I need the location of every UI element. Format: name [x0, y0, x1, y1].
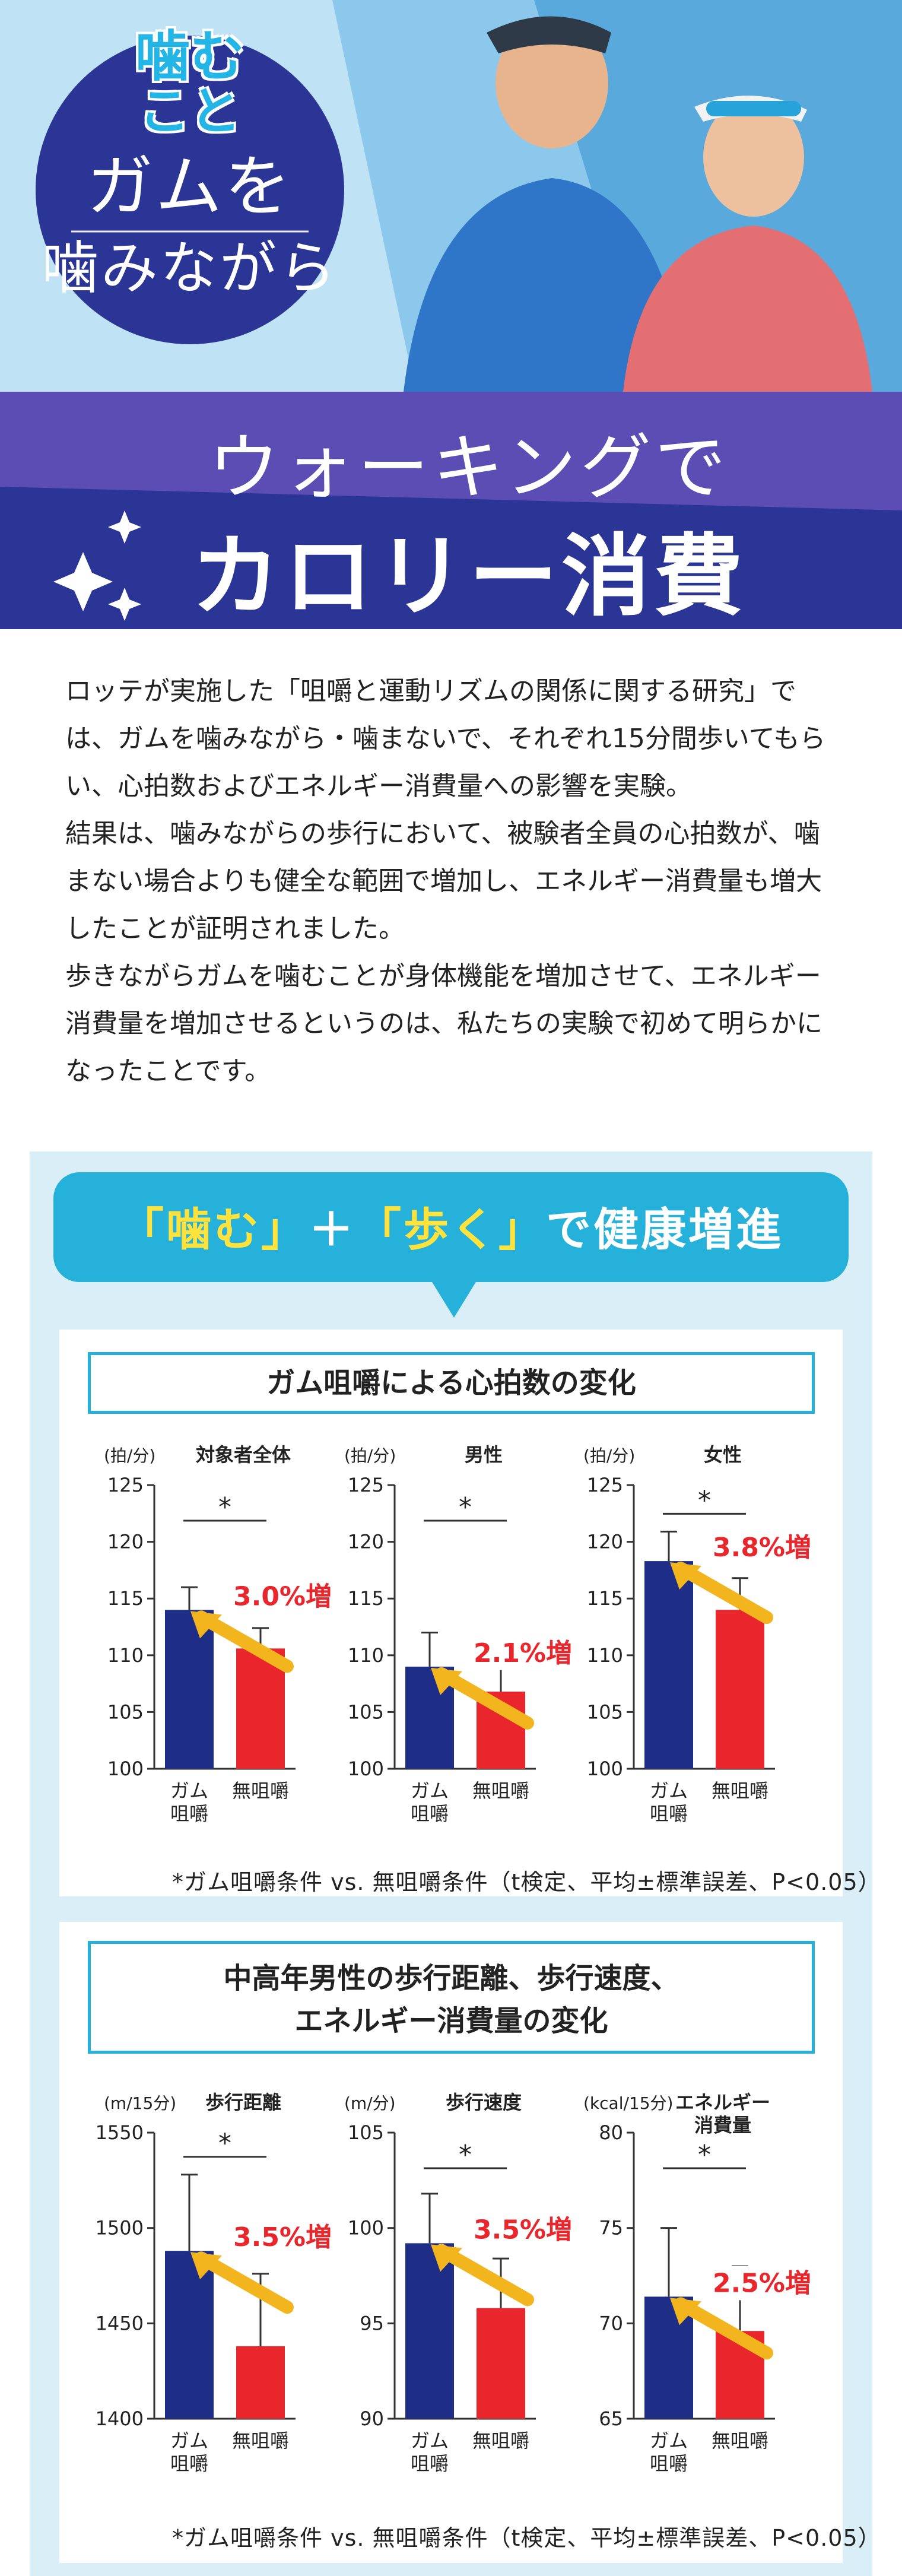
walking-title-line1: 中高年男性の歩行距離、歩行速度、 [223, 1962, 679, 1995]
walking-people-photo [404, 16, 872, 392]
intro-paragraph: 結果は、噛みながらの歩行において、被験者全員の心拍数が、噛まない場合よりも健全な… [65, 819, 822, 944]
banner-part4: 健康増進 [593, 1203, 783, 1256]
circle-line1: ガムを [87, 148, 293, 226]
circle-line2: 噛みながら [42, 235, 338, 302]
circle-headline: ガムを 噛みながら [36, 148, 344, 304]
walking-title: 中高年男性の歩行距離、歩行速度、 エネルギー消費量の変化 [88, 1941, 815, 2054]
heart-rate-card [59, 1330, 843, 1896]
kamukoto-logo: 噛む こと [119, 30, 261, 139]
banner-part3: で [546, 1203, 593, 1256]
hero-section: 噛む こと ガムを 噛みながら ウォーキングで カロリー消費 [0, 0, 902, 629]
hero-title-line2: カロリー消費 [190, 525, 747, 629]
logo-line2: こと [139, 82, 241, 141]
banner-pointer [430, 1279, 478, 1318]
intro-paragraph: 歩きながらガムを噛むことが身体機能を増加させて、エネルギー消費量を増加させるとい… [65, 961, 822, 1086]
banner-plus: ＋ [309, 1203, 356, 1256]
heart-rate-footnote: *ガム咀嚼条件 vs. 無咀嚼条件（t検定、平均±標準誤差、P<0.05） [172, 1869, 881, 1895]
banner-part1: 「噛む」 [119, 1203, 309, 1256]
sparkle-icon [53, 510, 141, 621]
hero-title-line1: ウォーキングで [208, 427, 730, 509]
intro-paragraph: ロッテが実施した「咀嚼と運動リズムの関係に関する研究」では、ガムを噛みながら・噛… [65, 676, 826, 801]
walking-footnote: *ガム咀嚼条件 vs. 無咀嚼条件（t検定、平均±標準誤差、P<0.05） [172, 2525, 881, 2551]
intro-text: ロッテが実施した「咀嚼と運動リズムの関係に関する研究」では、ガムを噛みながら・噛… [65, 668, 843, 1095]
walking-title-line2: エネルギー消費量の変化 [294, 2004, 608, 2038]
logo-line1: 噛む [135, 25, 244, 88]
banner-text: 「噛む」＋「歩く」で健康増進 [53, 1193, 849, 1258]
hero-background [0, 0, 902, 629]
heart-rate-title: ガム咀嚼による心拍数の変化 [88, 1352, 815, 1414]
banner-part2: 「歩く」 [356, 1203, 546, 1256]
headline-banner [53, 1172, 849, 1282]
headline-circle [36, 36, 344, 344]
